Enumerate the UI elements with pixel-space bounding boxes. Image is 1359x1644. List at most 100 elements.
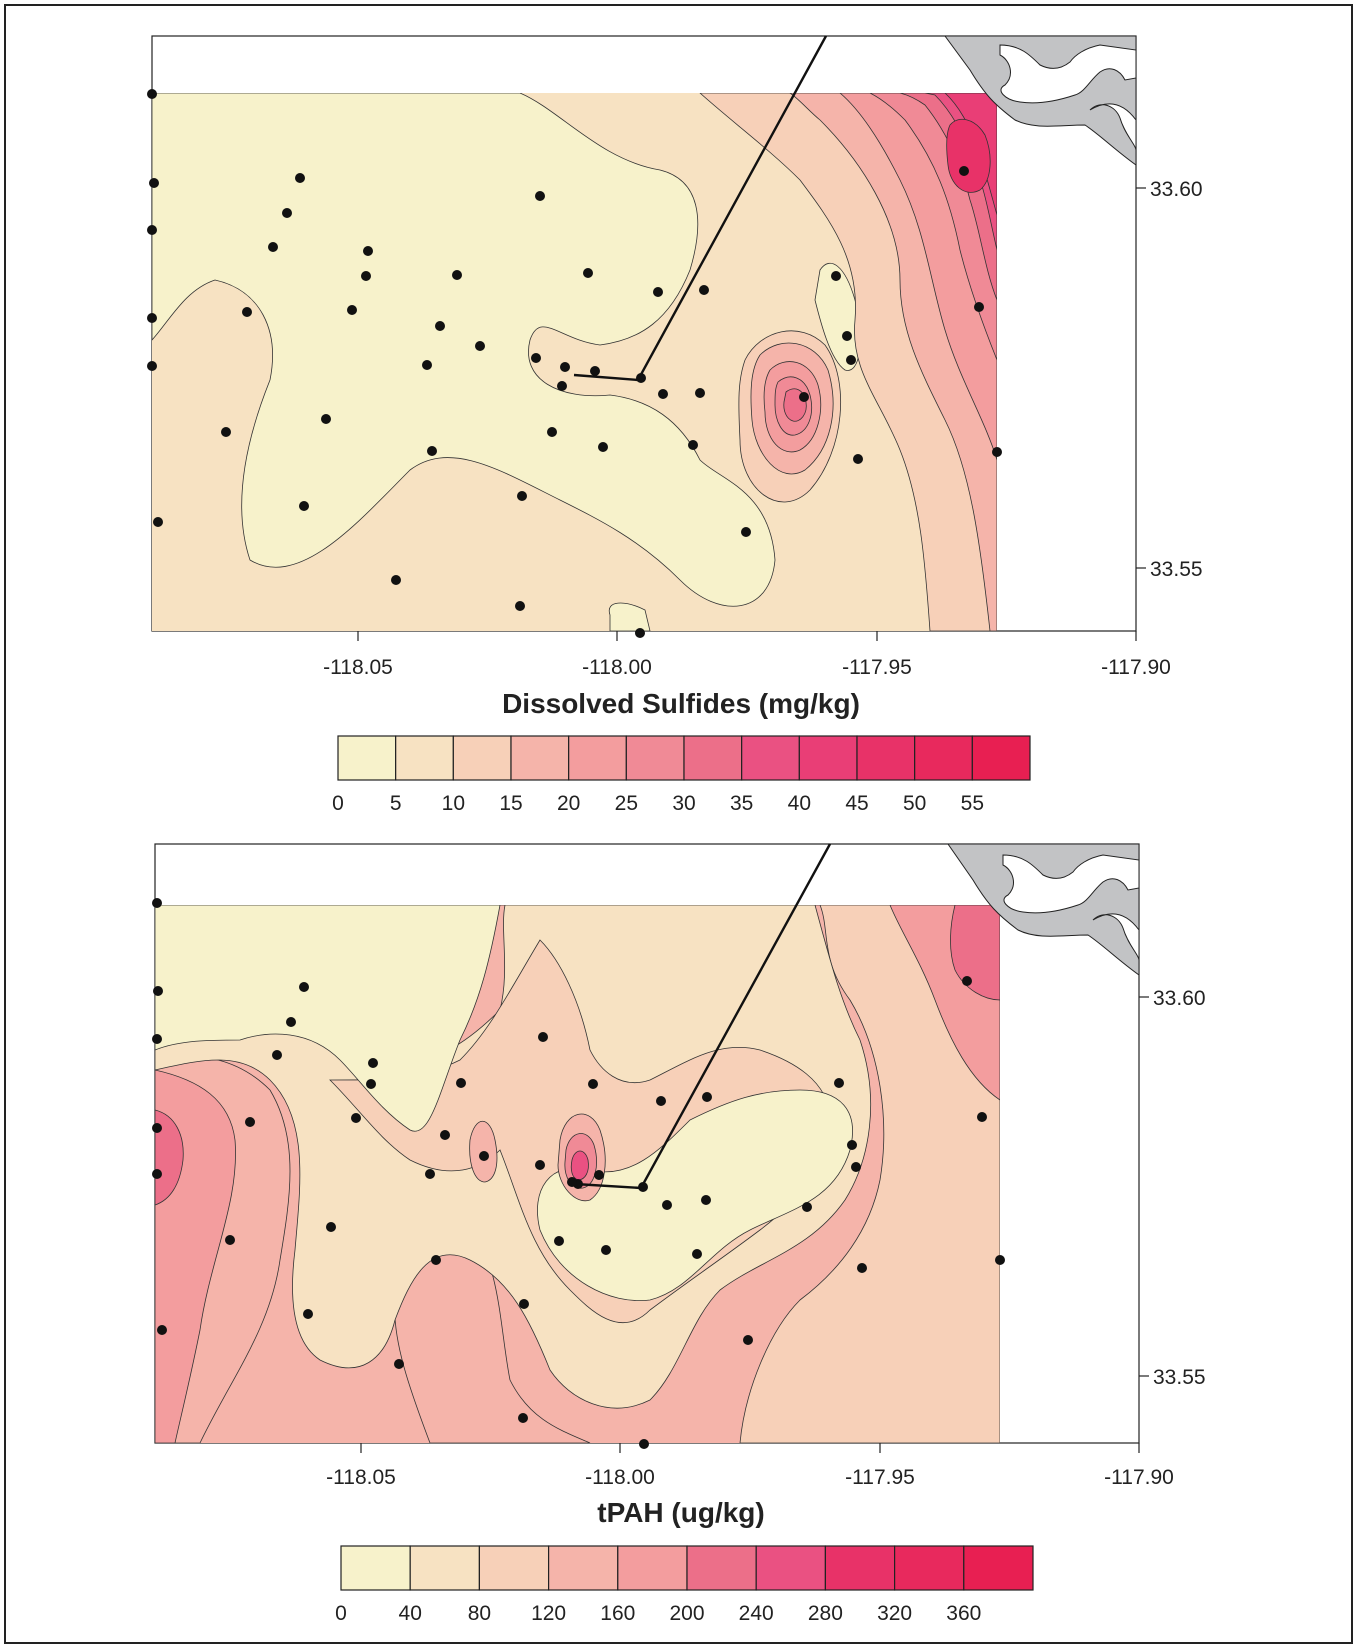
sampling-station-dot <box>535 191 545 201</box>
legend-swatch <box>963 1545 1034 1591</box>
sampling-station-dot <box>517 491 527 501</box>
sulfides-stations <box>147 89 1002 638</box>
map-title: tPAH (ug/kg) <box>597 1497 764 1528</box>
sampling-station-dot <box>147 225 157 235</box>
sampling-station-dot <box>741 527 751 537</box>
sampling-station-dot <box>361 271 371 281</box>
sampling-station-dot <box>152 898 162 908</box>
legend-swatch <box>755 1545 827 1591</box>
contour-band-0-5-small <box>608 602 651 631</box>
legend-swatch <box>971 735 1031 781</box>
sampling-station-dot <box>962 976 972 986</box>
harbor-water <box>999 44 1137 104</box>
legend-label: 40 <box>788 792 811 815</box>
sampling-station-dot <box>853 454 863 464</box>
sampling-station-dot <box>699 285 709 295</box>
sampling-station-dot <box>326 1222 336 1232</box>
sampling-station-dot <box>847 1140 857 1150</box>
sampling-station-dot <box>857 1263 867 1273</box>
x-tick-label: -117.90 <box>1101 656 1171 679</box>
legend-label: 25 <box>615 792 638 815</box>
sampling-station-dot <box>363 246 373 256</box>
legend-label: 320 <box>877 1602 912 1625</box>
sampling-station-dot <box>831 271 841 281</box>
legend-label: 80 <box>468 1602 491 1625</box>
sampling-station-dot <box>590 366 600 376</box>
sampling-station-dot <box>995 1255 1005 1265</box>
legend-label: 120 <box>531 1602 566 1625</box>
legend-swatch <box>683 735 743 781</box>
sampling-station-dot <box>394 1359 404 1369</box>
sampling-station-dot <box>834 1078 844 1088</box>
sampling-station-dot <box>601 1245 611 1255</box>
contour-band-0-5 <box>152 93 776 607</box>
y-tick-label: 33.55 <box>1150 558 1203 581</box>
legend-label: 280 <box>808 1602 843 1625</box>
legend-label: 200 <box>669 1602 704 1625</box>
tpah-contour-fill <box>155 905 1000 1443</box>
legend-swatch <box>452 735 512 781</box>
sampling-station-dot <box>743 1335 753 1345</box>
sampling-station-dot <box>303 1309 313 1319</box>
sampling-station-dot <box>351 1113 361 1123</box>
legend-swatch <box>617 1545 688 1591</box>
sampling-station-dot <box>321 414 331 424</box>
legend-label: 0 <box>335 1602 347 1625</box>
legend-label: 50 <box>903 792 926 815</box>
sampling-station-dot <box>153 986 163 996</box>
legend-swatch <box>478 1545 550 1591</box>
sampling-station-dot <box>515 601 525 611</box>
sampling-station-dot <box>557 381 567 391</box>
y-tick-label: 33.60 <box>1153 987 1206 1010</box>
sampling-station-dot <box>147 313 157 323</box>
contour-band-0-40-east <box>537 1089 853 1302</box>
sampling-station-dot <box>658 389 668 399</box>
sampling-station-dot <box>152 1169 162 1179</box>
x-tick-label: -118.05 <box>323 656 393 679</box>
sampling-station-dot <box>842 331 852 341</box>
legend-swatch <box>893 1545 965 1591</box>
sampling-station-dot <box>440 1130 450 1140</box>
x-tick-label: -117.90 <box>1104 1466 1174 1489</box>
sulfides-axis-ticks <box>357 187 1146 641</box>
y-tick-label: 33.60 <box>1150 178 1203 201</box>
contour-band-200-240-west <box>155 1109 184 1206</box>
legend-swatch <box>686 1545 757 1591</box>
legend-label: 55 <box>961 792 984 815</box>
sampling-station-dot <box>391 575 401 585</box>
sampling-station-dot <box>431 1255 441 1265</box>
sulfides-legend: 0 5 10 15 20 25 30 35 40 45 50 55 <box>332 735 1031 815</box>
sampling-station-dot <box>701 1195 711 1205</box>
sulfides-map: -118.05 -118.00 -117.95 -117.90 33.60 33… <box>147 35 1203 815</box>
tpah-stations <box>152 898 1005 1449</box>
legend-label: 35 <box>730 792 753 815</box>
legend-swatch <box>395 735 454 781</box>
sampling-station-dot <box>425 1169 435 1179</box>
sampling-station-dot <box>427 446 437 456</box>
sampling-station-dot <box>149 178 159 188</box>
sampling-station-dot <box>974 302 984 312</box>
sampling-station-dot <box>531 353 541 363</box>
sampling-station-dot <box>272 1050 282 1060</box>
legend-swatch <box>625 735 685 781</box>
sampling-station-dot <box>422 360 432 370</box>
legend-label: 20 <box>557 792 580 815</box>
sampling-station-dot <box>846 355 856 365</box>
sampling-station-dot <box>598 442 608 452</box>
sampling-station-dot <box>366 1079 376 1089</box>
sampling-station-dot <box>688 440 698 450</box>
sampling-station-dot <box>662 1200 672 1210</box>
sampling-station-dot <box>479 1151 489 1161</box>
legend-label: 240 <box>739 1602 774 1625</box>
x-tick-label: -117.95 <box>842 656 912 679</box>
sampling-station-dot <box>225 1235 235 1245</box>
sampling-station-dot <box>268 242 278 252</box>
sampling-station-dot <box>299 982 309 992</box>
sampling-station-dot <box>992 447 1002 457</box>
sampling-station-dot <box>147 361 157 371</box>
legend-swatch <box>337 735 397 781</box>
sampling-station-dot <box>157 1325 167 1335</box>
contour-hotspot-inner <box>570 1150 589 1181</box>
sampling-station-dot <box>977 1112 987 1122</box>
sampling-station-dot <box>851 1162 861 1172</box>
